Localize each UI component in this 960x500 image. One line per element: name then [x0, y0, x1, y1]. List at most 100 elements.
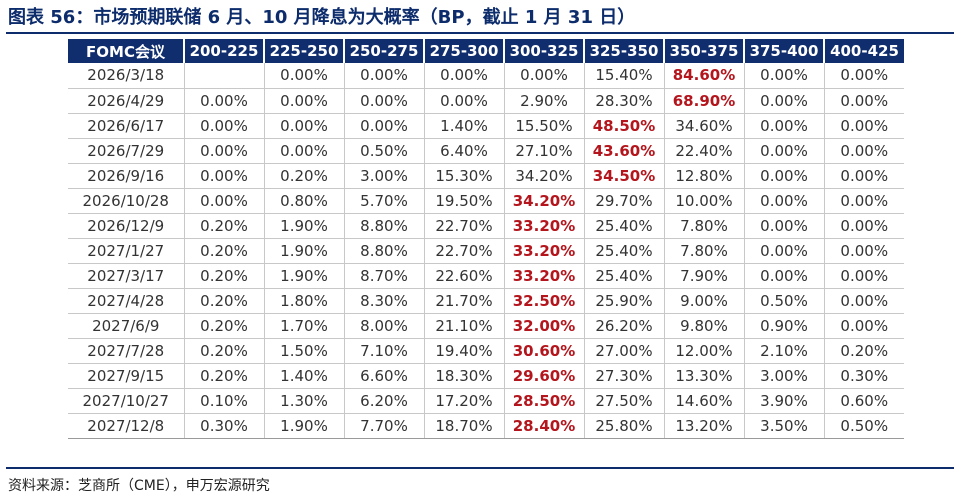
- probability-cell: 0.00%: [184, 113, 265, 139]
- probability-cell: 12.00%: [664, 338, 745, 364]
- probability-cell: 0.00%: [744, 238, 825, 264]
- probability-cell: 6.60%: [344, 363, 425, 389]
- probability-cell: 0.60%: [824, 388, 904, 414]
- probability-cell: 0.20%: [184, 338, 265, 364]
- probability-cell: 7.90%: [664, 263, 745, 289]
- probability-cell: 22.40%: [664, 138, 745, 164]
- probability-cell-max: 28.50%: [504, 388, 585, 414]
- table-row: 2027/12/8 0.30% 1.90% 7.70% 18.70% 28.40% 25.8…: [68, 413, 904, 439]
- meeting-date-cell: 2026/12/9: [68, 213, 185, 239]
- probability-cell: 1.50%: [264, 338, 345, 364]
- probability-cell: 0.50%: [344, 138, 425, 164]
- probability-cell: 0.00%: [824, 113, 904, 139]
- probability-cell: 22.70%: [424, 238, 505, 264]
- table-row: 2026/6/17 0.00% 0.00% 0.00% 1.40% 15.50% 48.50…: [68, 113, 904, 139]
- probability-cell: 15.40%: [584, 63, 665, 89]
- meeting-date-cell: 2027/3/17: [68, 263, 185, 289]
- probability-cell: 0.00%: [504, 63, 585, 89]
- probability-cell: 25.40%: [584, 213, 665, 239]
- probability-cell: 0.20%: [184, 238, 265, 264]
- probability-cell: 7.80%: [664, 213, 745, 239]
- probability-cell: 0.30%: [184, 413, 265, 439]
- probability-cell: 10.00%: [664, 188, 745, 214]
- probability-cell: 0.50%: [744, 288, 825, 314]
- probability-cell: 34.60%: [664, 113, 745, 139]
- probability-cell: 12.80%: [664, 163, 745, 189]
- meeting-date-cell: 2027/1/27: [68, 238, 185, 264]
- probability-cell: 0.20%: [184, 363, 265, 389]
- table-row: 2027/9/15 0.20% 1.40% 6.60% 18.30% 29.60% 27.3…: [68, 363, 904, 389]
- probability-cell-max: 33.20%: [504, 238, 585, 264]
- meeting-date-cell: 2027/10/27: [68, 388, 185, 414]
- probability-cell: 7.10%: [344, 338, 425, 364]
- probability-cell: 0.00%: [344, 113, 425, 139]
- probability-cell: 29.70%: [584, 188, 665, 214]
- probability-cell: 0.00%: [184, 188, 265, 214]
- header-fomc-meeting: FOMC会议: [68, 39, 185, 63]
- table-row: 2027/6/9 0.20% 1.70% 8.00% 21.10% 32.00% 26.20…: [68, 313, 904, 339]
- probability-cell: 8.80%: [344, 213, 425, 239]
- probability-cell: 0.00%: [824, 288, 904, 314]
- probability-cell: 0.00%: [824, 63, 904, 89]
- probability-cell: 27.50%: [584, 388, 665, 414]
- probability-cell: 14.60%: [664, 388, 745, 414]
- probability-cell: 9.80%: [664, 313, 745, 339]
- probability-cell: 3.90%: [744, 388, 825, 414]
- probability-cell-max: 43.60%: [584, 138, 665, 164]
- probability-cell: 19.50%: [424, 188, 505, 214]
- probability-cell: 0.00%: [824, 88, 904, 114]
- probability-cell: 3.00%: [744, 363, 825, 389]
- probability-cell: 1.90%: [264, 413, 345, 439]
- meeting-date-cell: 2027/12/8: [68, 413, 185, 439]
- footer-divider: [6, 467, 954, 469]
- table-row: 2027/3/17 0.20% 1.90% 8.70% 22.60% 33.20% 25.4…: [68, 263, 904, 289]
- probability-cell: 0.00%: [264, 88, 345, 114]
- table-row: 2026/9/16 0.00% 0.20% 3.00% 15.30% 34.20% 34.5…: [68, 163, 904, 189]
- probability-cell: 2.10%: [744, 338, 825, 364]
- probability-cell: 1.90%: [264, 238, 345, 264]
- table-row: 2027/10/27 0.10% 1.30% 6.20% 17.20% 28.50% 27.…: [68, 388, 904, 414]
- rate-probability-table: FOMC会议 200-225 225-250 250-275 275-300 300-32…: [68, 39, 904, 439]
- probability-cell: 27.00%: [584, 338, 665, 364]
- probability-cell: 3.50%: [744, 413, 825, 439]
- probability-cell: 0.00%: [424, 63, 505, 89]
- probability-cell-max: 84.60%: [664, 63, 745, 89]
- probability-cell: 7.70%: [344, 413, 425, 439]
- probability-cell: [184, 63, 265, 89]
- probability-cell: 0.20%: [184, 313, 265, 339]
- probability-cell: 22.70%: [424, 213, 505, 239]
- meeting-date-cell: 2027/6/9: [68, 313, 185, 339]
- probability-cell: 15.30%: [424, 163, 505, 189]
- probability-cell: 0.20%: [264, 163, 345, 189]
- probability-cell: 0.00%: [824, 313, 904, 339]
- probability-cell: 1.90%: [264, 263, 345, 289]
- probability-cell-max: 33.20%: [504, 263, 585, 289]
- probability-cell: 0.20%: [824, 338, 904, 364]
- probability-cell: 5.70%: [344, 188, 425, 214]
- probability-cell: 19.40%: [424, 338, 505, 364]
- meeting-date-cell: 2026/7/29: [68, 138, 185, 164]
- table-row: 2026/12/9 0.20% 1.90% 8.80% 22.70% 33.20% 25.4…: [68, 213, 904, 239]
- probability-cell: 8.80%: [344, 238, 425, 264]
- probability-cell: 0.00%: [824, 163, 904, 189]
- table-body: 2026/3/18 0.00% 0.00% 0.00% 0.00% 15.40% 84.60…: [68, 63, 904, 439]
- header-range-200-225: 200-225: [184, 39, 265, 63]
- probability-cell-max: 32.00%: [504, 313, 585, 339]
- probability-cell: 0.00%: [424, 88, 505, 114]
- probability-cell: 8.00%: [344, 313, 425, 339]
- probability-cell-max: 28.40%: [504, 413, 585, 439]
- probability-cell: 6.40%: [424, 138, 505, 164]
- probability-cell: 0.00%: [824, 263, 904, 289]
- probability-cell: 18.30%: [424, 363, 505, 389]
- table-row: 2027/1/27 0.20% 1.90% 8.80% 22.70% 33.20% 25.4…: [68, 238, 904, 264]
- probability-cell-max: 30.60%: [504, 338, 585, 364]
- probability-cell: 0.00%: [744, 263, 825, 289]
- probability-cell: 0.00%: [824, 213, 904, 239]
- probability-cell: 6.20%: [344, 388, 425, 414]
- probability-cell: 1.90%: [264, 213, 345, 239]
- probability-cell: 22.60%: [424, 263, 505, 289]
- meeting-date-cell: 2027/9/15: [68, 363, 185, 389]
- probability-cell: 15.50%: [504, 113, 585, 139]
- header-range-275-300: 275-300: [424, 39, 505, 63]
- probability-cell: 13.20%: [664, 413, 745, 439]
